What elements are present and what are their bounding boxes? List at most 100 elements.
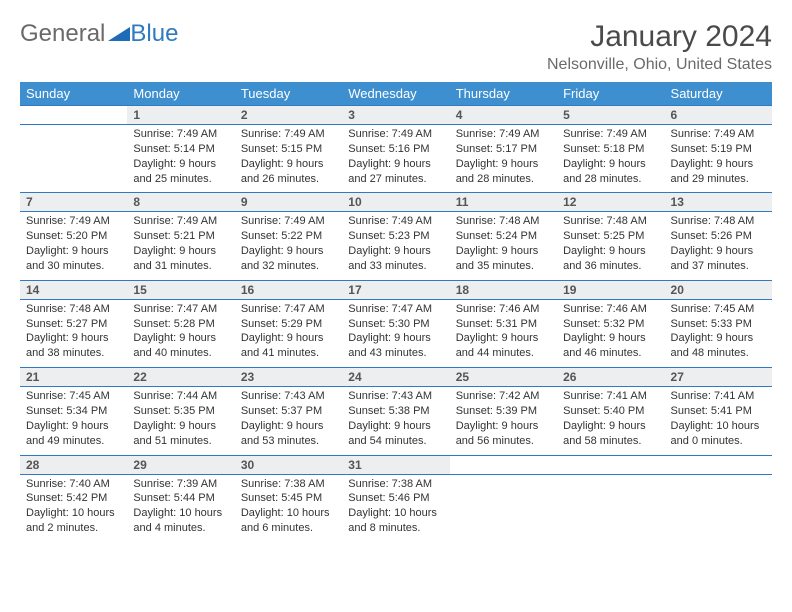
daylight-text-1: Daylight: 9 hours	[671, 244, 766, 259]
day-info-cell: Sunrise: 7:48 AMSunset: 5:24 PMDaylight:…	[450, 212, 557, 280]
sunset-text: Sunset: 5:31 PM	[456, 317, 551, 332]
day-info-cell: Sunrise: 7:43 AMSunset: 5:37 PMDaylight:…	[235, 387, 342, 455]
daylight-text-1: Daylight: 9 hours	[456, 419, 551, 434]
daylight-text-2: and 35 minutes.	[456, 259, 551, 274]
daylight-text-1: Daylight: 9 hours	[241, 157, 336, 172]
daylight-text-1: Daylight: 10 hours	[133, 506, 228, 521]
daylight-text-2: and 56 minutes.	[456, 434, 551, 449]
day-number-cell: 30	[235, 455, 342, 474]
daylight-text-2: and 38 minutes.	[26, 346, 121, 361]
location-text: Nelsonville, Ohio, United States	[547, 56, 772, 74]
sunset-text: Sunset: 5:44 PM	[133, 491, 228, 506]
day-number-cell: 25	[450, 368, 557, 387]
page-header: General Blue January 2024 Nelsonville, O…	[20, 20, 772, 74]
daylight-text-1: Daylight: 9 hours	[26, 331, 121, 346]
sunrise-text: Sunrise: 7:47 AM	[348, 302, 443, 317]
day-info-cell: Sunrise: 7:47 AMSunset: 5:30 PMDaylight:…	[342, 299, 449, 367]
logo-triangle-icon	[108, 20, 130, 48]
day-number-cell: 10	[342, 193, 449, 212]
daylight-text-1: Daylight: 9 hours	[671, 157, 766, 172]
daylight-text-2: and 33 minutes.	[348, 259, 443, 274]
sunrise-text: Sunrise: 7:42 AM	[456, 389, 551, 404]
day-info-row: Sunrise: 7:48 AMSunset: 5:27 PMDaylight:…	[20, 299, 772, 367]
daylight-text-2: and 53 minutes.	[241, 434, 336, 449]
sunset-text: Sunset: 5:34 PM	[26, 404, 121, 419]
day-info-cell: Sunrise: 7:49 AMSunset: 5:21 PMDaylight:…	[127, 212, 234, 280]
day-info-cell: Sunrise: 7:48 AMSunset: 5:25 PMDaylight:…	[557, 212, 664, 280]
calendar-body: 123456Sunrise: 7:49 AMSunset: 5:14 PMDay…	[20, 106, 772, 542]
sunrise-text: Sunrise: 7:49 AM	[133, 127, 228, 142]
day-info-row: Sunrise: 7:45 AMSunset: 5:34 PMDaylight:…	[20, 387, 772, 455]
day-number-cell: 14	[20, 280, 127, 299]
daylight-text-2: and 48 minutes.	[671, 346, 766, 361]
day-number-cell: 7	[20, 193, 127, 212]
daylight-text-1: Daylight: 9 hours	[348, 331, 443, 346]
day-number-cell: 9	[235, 193, 342, 212]
sunset-text: Sunset: 5:32 PM	[563, 317, 658, 332]
sunrise-text: Sunrise: 7:41 AM	[671, 389, 766, 404]
day-number-cell: 28	[20, 455, 127, 474]
daylight-text-1: Daylight: 9 hours	[133, 331, 228, 346]
day-info-cell: Sunrise: 7:40 AMSunset: 5:42 PMDaylight:…	[20, 474, 127, 542]
day-number-row: 21222324252627	[20, 368, 772, 387]
daylight-text-1: Daylight: 9 hours	[241, 244, 336, 259]
day-number-cell: 24	[342, 368, 449, 387]
day-number-cell: 13	[665, 193, 772, 212]
daylight-text-1: Daylight: 9 hours	[133, 244, 228, 259]
daylight-text-1: Daylight: 9 hours	[133, 419, 228, 434]
sunrise-text: Sunrise: 7:38 AM	[348, 477, 443, 492]
day-info-cell: Sunrise: 7:49 AMSunset: 5:23 PMDaylight:…	[342, 212, 449, 280]
day-number-cell: 21	[20, 368, 127, 387]
sunrise-text: Sunrise: 7:49 AM	[348, 214, 443, 229]
weekday-header: Thursday	[450, 82, 557, 106]
day-info-cell	[665, 474, 772, 542]
daylight-text-2: and 44 minutes.	[456, 346, 551, 361]
day-number-cell: 6	[665, 106, 772, 125]
sunrise-text: Sunrise: 7:38 AM	[241, 477, 336, 492]
day-number-cell: 22	[127, 368, 234, 387]
daylight-text-1: Daylight: 9 hours	[348, 244, 443, 259]
day-info-cell: Sunrise: 7:47 AMSunset: 5:28 PMDaylight:…	[127, 299, 234, 367]
brand-logo: General Blue	[20, 20, 178, 48]
daylight-text-2: and 8 minutes.	[348, 521, 443, 536]
day-info-cell: Sunrise: 7:45 AMSunset: 5:33 PMDaylight:…	[665, 299, 772, 367]
day-info-cell: Sunrise: 7:38 AMSunset: 5:46 PMDaylight:…	[342, 474, 449, 542]
daylight-text-2: and 0 minutes.	[671, 434, 766, 449]
day-info-row: Sunrise: 7:49 AMSunset: 5:20 PMDaylight:…	[20, 212, 772, 280]
sunset-text: Sunset: 5:22 PM	[241, 229, 336, 244]
daylight-text-1: Daylight: 9 hours	[563, 419, 658, 434]
calendar-table: Sunday Monday Tuesday Wednesday Thursday…	[20, 82, 772, 542]
sunrise-text: Sunrise: 7:49 AM	[26, 214, 121, 229]
sunset-text: Sunset: 5:16 PM	[348, 142, 443, 157]
daylight-text-2: and 46 minutes.	[563, 346, 658, 361]
day-number-cell	[20, 106, 127, 125]
sunset-text: Sunset: 5:29 PM	[241, 317, 336, 332]
sunrise-text: Sunrise: 7:39 AM	[133, 477, 228, 492]
title-block: January 2024 Nelsonville, Ohio, United S…	[547, 20, 772, 74]
day-number-row: 28293031	[20, 455, 772, 474]
day-number-cell	[450, 455, 557, 474]
day-info-cell: Sunrise: 7:49 AMSunset: 5:17 PMDaylight:…	[450, 125, 557, 193]
day-number-cell: 26	[557, 368, 664, 387]
sunset-text: Sunset: 5:25 PM	[563, 229, 658, 244]
daylight-text-2: and 40 minutes.	[133, 346, 228, 361]
weekday-header: Tuesday	[235, 82, 342, 106]
daylight-text-1: Daylight: 9 hours	[348, 157, 443, 172]
day-number-cell: 20	[665, 280, 772, 299]
daylight-text-1: Daylight: 9 hours	[26, 244, 121, 259]
day-info-cell: Sunrise: 7:38 AMSunset: 5:45 PMDaylight:…	[235, 474, 342, 542]
weekday-header: Friday	[557, 82, 664, 106]
daylight-text-1: Daylight: 9 hours	[563, 331, 658, 346]
sunrise-text: Sunrise: 7:48 AM	[26, 302, 121, 317]
daylight-text-2: and 28 minutes.	[456, 172, 551, 187]
weekday-header-row: Sunday Monday Tuesday Wednesday Thursday…	[20, 82, 772, 106]
daylight-text-2: and 43 minutes.	[348, 346, 443, 361]
daylight-text-1: Daylight: 9 hours	[456, 244, 551, 259]
sunset-text: Sunset: 5:23 PM	[348, 229, 443, 244]
day-info-cell: Sunrise: 7:49 AMSunset: 5:14 PMDaylight:…	[127, 125, 234, 193]
day-number-cell: 12	[557, 193, 664, 212]
day-number-row: 78910111213	[20, 193, 772, 212]
day-info-cell: Sunrise: 7:46 AMSunset: 5:32 PMDaylight:…	[557, 299, 664, 367]
sunrise-text: Sunrise: 7:46 AM	[563, 302, 658, 317]
daylight-text-2: and 49 minutes.	[26, 434, 121, 449]
